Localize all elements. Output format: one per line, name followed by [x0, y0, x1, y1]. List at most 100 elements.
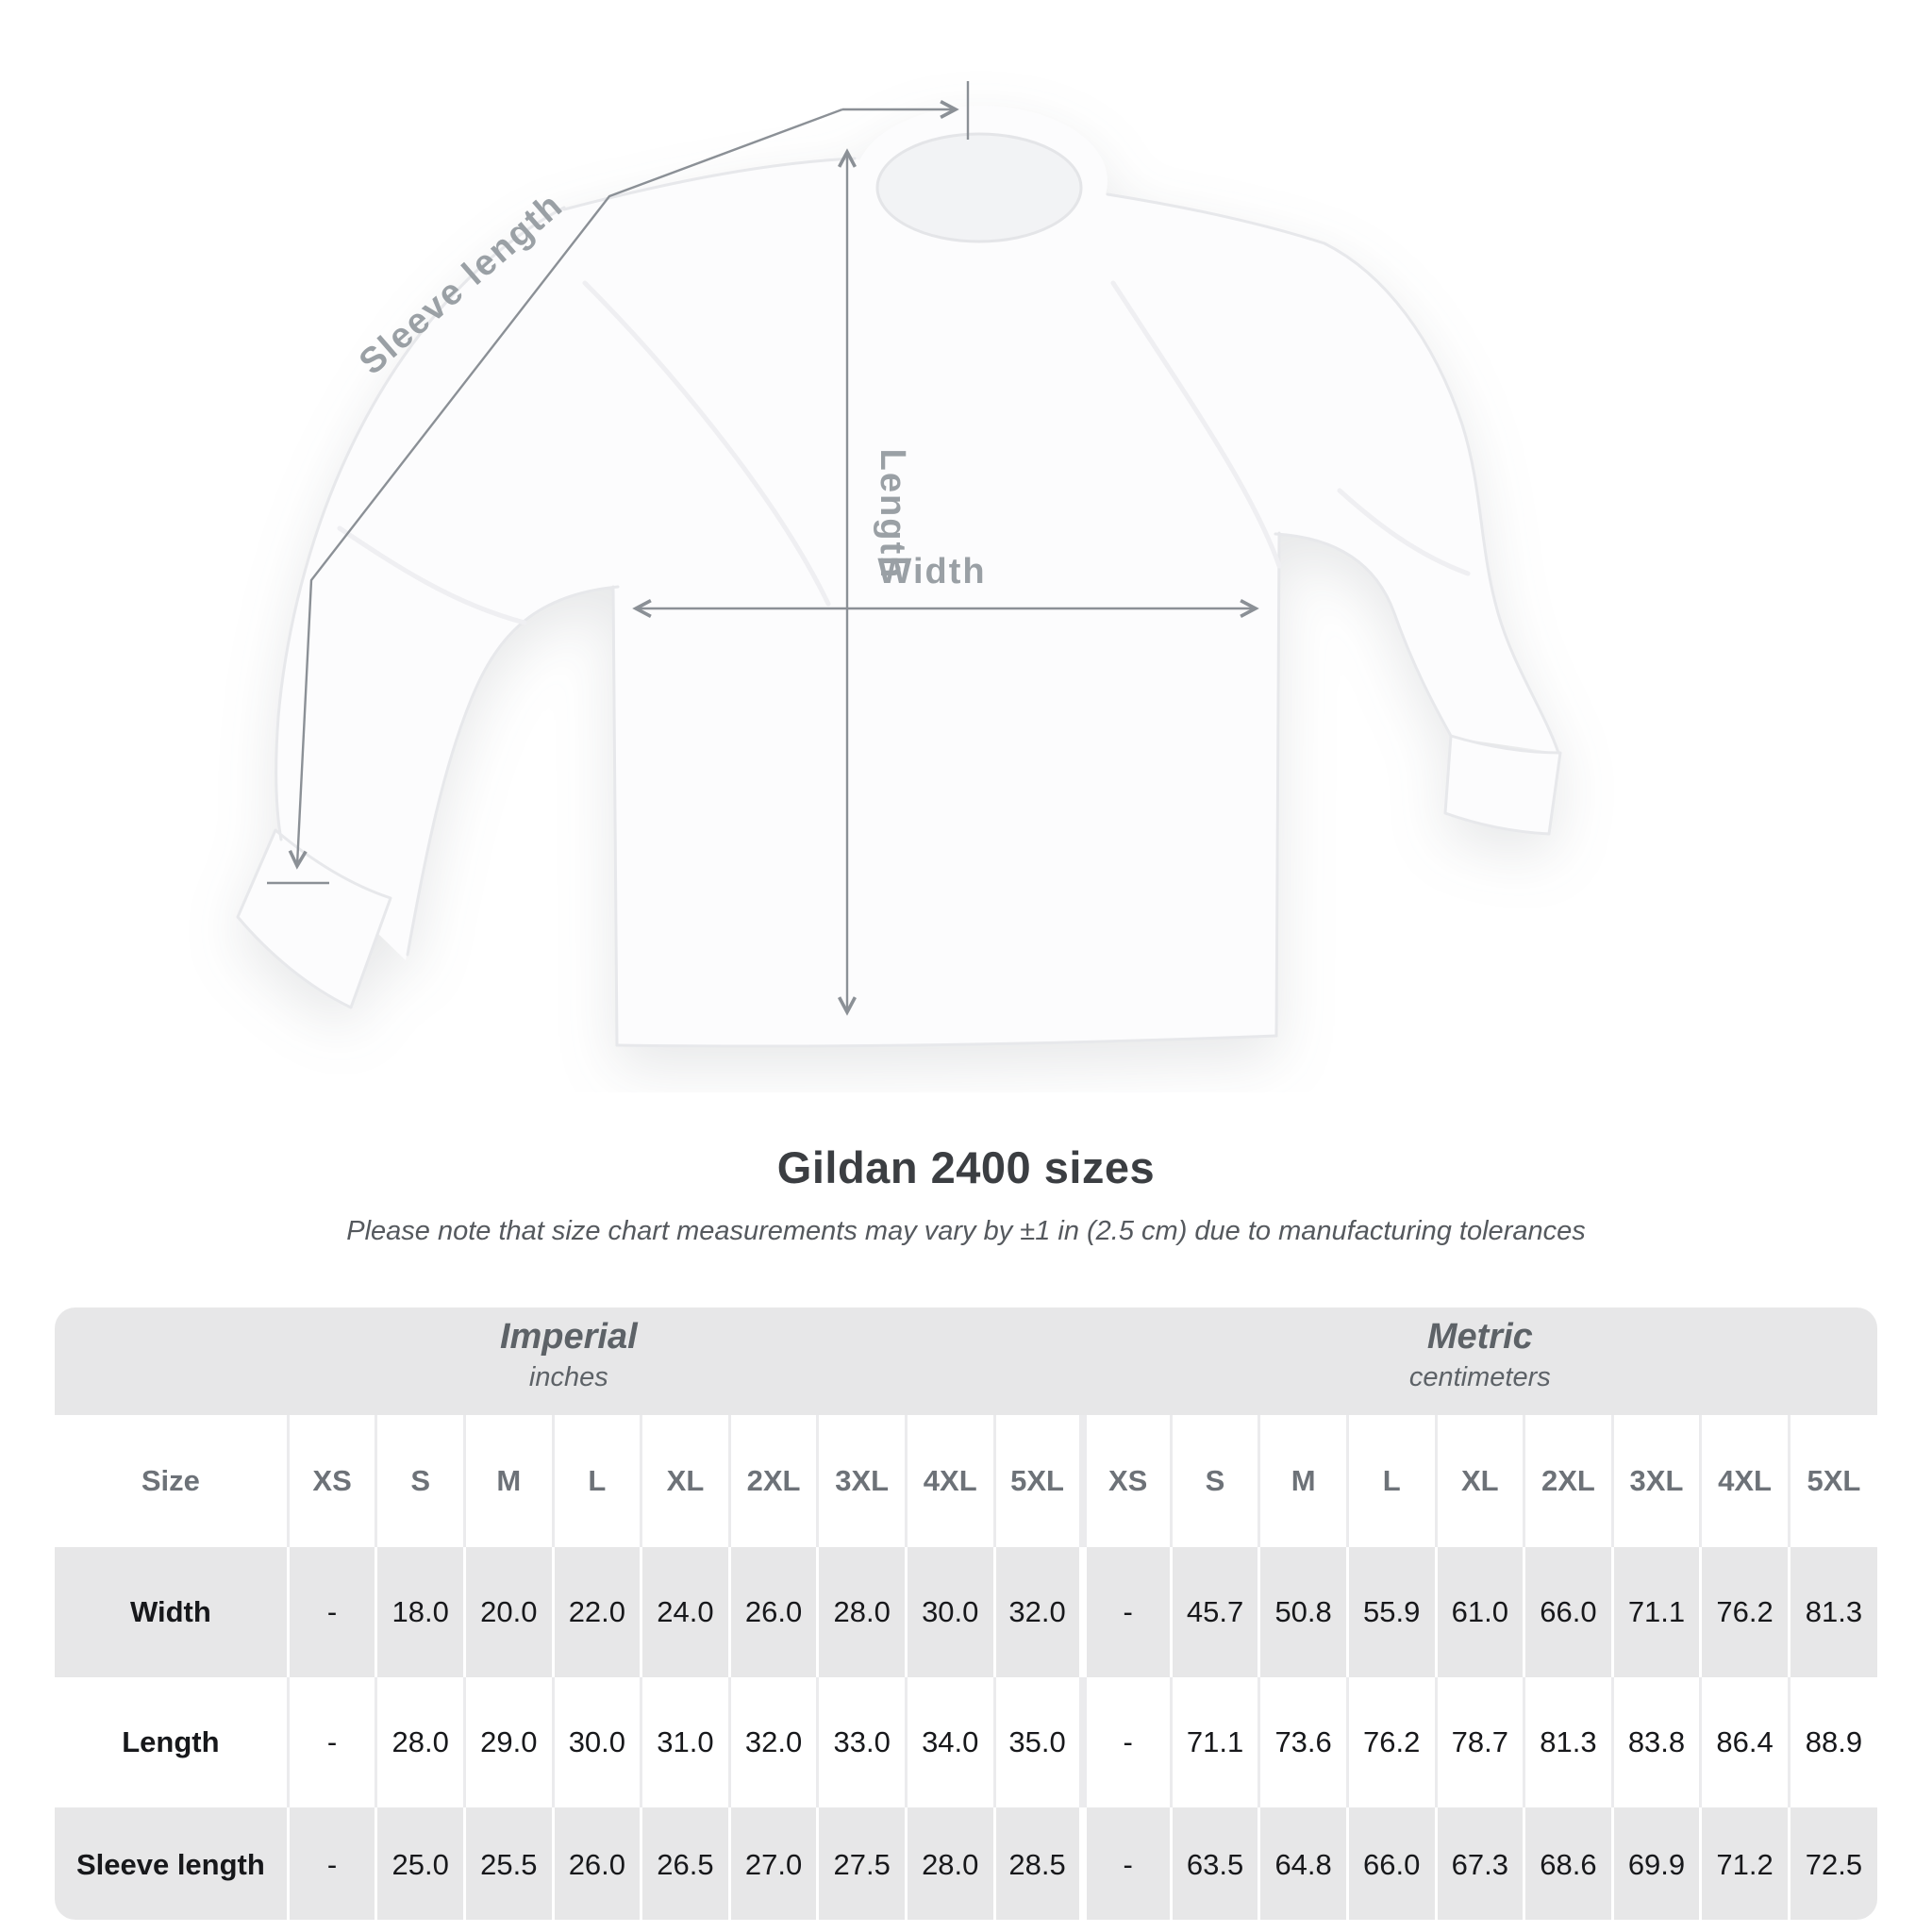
size-value-cell: 64.8	[1257, 1807, 1348, 1920]
size-value-cell: 32.0	[992, 1547, 1083, 1677]
size-value-cell: -	[286, 1677, 376, 1807]
size-value-cell: 76.2	[1699, 1547, 1790, 1677]
tolerance-note: Please note that size chart measurements…	[346, 1216, 1586, 1246]
size-value-cell: -	[1078, 1807, 1172, 1920]
size-value-cell: 81.3	[1787, 1547, 1877, 1677]
row-label: Sleeve length	[75, 1848, 265, 1881]
shirt-body	[564, 158, 1324, 1046]
shirt-left-sleeve	[275, 208, 618, 960]
size-header-cell: S	[375, 1415, 465, 1547]
size-value-cell: 71.2	[1699, 1807, 1790, 1920]
size-value-cell: 66.0	[1523, 1547, 1613, 1677]
size-value-cell: 31.0	[640, 1677, 730, 1807]
size-value-cell: 67.3	[1434, 1807, 1524, 1920]
size-header-cell: M	[462, 1415, 554, 1547]
imperial-header: Imperial inches	[55, 1307, 1083, 1415]
size-values-table: Size XS S M L XL 2XL 3XL 4XL 5XL XS S M L XL 2XL 3XL 4XL…	[55, 1415, 1877, 1920]
size-value-cell: 86.4	[1699, 1677, 1790, 1807]
shirt-collar-inner	[875, 132, 1083, 243]
size-value-cell: 76.2	[1345, 1677, 1436, 1807]
size-header-cell: XL	[640, 1415, 730, 1547]
imperial-unit: inches	[528, 1361, 608, 1392]
size-value-cell: 26.5	[640, 1807, 730, 1920]
table-row: Length -28.0 29.0 30.0 31.0 32.0 33.0 34.0 35.0…	[55, 1677, 1877, 1807]
size-value-cell: 34.0	[904, 1677, 995, 1807]
size-header-cell: 5XL	[1787, 1415, 1877, 1547]
size-value-cell: 20.0	[462, 1547, 554, 1677]
size-value-cell: 66.0	[1345, 1807, 1436, 1920]
size-value-cell: 68.6	[1523, 1807, 1613, 1920]
imperial-label: Imperial	[499, 1317, 638, 1357]
size-value-cell: 50.8	[1257, 1547, 1348, 1677]
size-header-cell: 2XL	[727, 1415, 818, 1547]
page-title: Gildan 2400 sizes	[776, 1142, 1156, 1192]
sleeve-length-line	[288, 108, 843, 870]
size-header-cell: S	[1169, 1415, 1259, 1547]
size-value-cell: 71.1	[1169, 1677, 1259, 1807]
row-label: Length	[122, 1725, 220, 1758]
size-value-cell: 24.0	[640, 1547, 730, 1677]
size-header-cell: 3XL	[816, 1415, 907, 1547]
table-row: Sleeve length -25.0 25.5 26.0 26.5 27.0 27.5 2…	[55, 1807, 1877, 1920]
size-value-cell: 73.6	[1257, 1677, 1348, 1807]
table-row: Width -18.0 20.0 22.0 24.0 26.0 28.0 30.0 32.0-…	[55, 1547, 1877, 1677]
shirt-diagram-svg: Sleeve length Length Width	[236, 81, 1562, 1048]
size-header-row: Size XS S M L XL 2XL 3XL 4XL 5XL XS S M L XL 2XL 3XL 4XL…	[55, 1415, 1877, 1547]
size-value-cell: 26.0	[727, 1547, 818, 1677]
unit-band: Imperial inches Metric centimeters	[55, 1307, 1877, 1415]
size-value-cell: 22.0	[551, 1547, 641, 1677]
shirt-right-sleeve	[1275, 243, 1558, 753]
size-value-cell: 18.0	[375, 1547, 465, 1677]
size-value-cell: 63.5	[1169, 1807, 1259, 1920]
size-value-cell: 55.9	[1345, 1547, 1436, 1677]
size-value-cell: 78.7	[1434, 1677, 1524, 1807]
size-value-cell: 28.0	[816, 1547, 907, 1677]
size-header-cell: 5XL	[992, 1415, 1083, 1547]
size-value-cell: 35.0	[992, 1677, 1083, 1807]
size-value-cell: 33.0	[816, 1677, 907, 1807]
size-value-cell: 28.0	[375, 1677, 465, 1807]
shirt-left-cuff	[236, 828, 392, 1009]
size-value-cell: 71.1	[1610, 1547, 1701, 1677]
length-label: Length	[873, 449, 912, 580]
size-value-cell: 30.0	[904, 1547, 995, 1677]
size-value-cell: 69.9	[1610, 1807, 1701, 1920]
size-value-cell: -	[286, 1807, 376, 1920]
size-header-cell: 4XL	[904, 1415, 995, 1547]
size-header-cell: L	[1345, 1415, 1436, 1547]
size-value-cell: 28.0	[904, 1807, 995, 1920]
size-table: Imperial inches Metric centimeters Size …	[55, 1307, 1877, 1920]
size-value-cell: 25.0	[375, 1807, 465, 1920]
size-value-cell: 45.7	[1169, 1547, 1259, 1677]
size-header-cell: 4XL	[1699, 1415, 1790, 1547]
size-column-header: Size	[141, 1464, 200, 1497]
size-value-cell: 72.5	[1787, 1807, 1877, 1920]
size-value-cell: 28.5	[992, 1807, 1083, 1920]
metric-header: Metric centimeters	[1083, 1307, 1877, 1415]
width-label: Width	[877, 552, 986, 591]
row-label: Width	[129, 1595, 211, 1628]
shirt-measurement-diagram: Sleeve length Length Width	[236, 81, 1562, 1048]
metric-label: Metric	[1426, 1317, 1533, 1357]
size-value-cell: -	[286, 1547, 376, 1677]
size-value-cell: 27.5	[816, 1807, 907, 1920]
size-header-cell: M	[1257, 1415, 1348, 1547]
size-header-cell: 2XL	[1523, 1415, 1613, 1547]
size-header-cell: XS	[286, 1415, 376, 1547]
metric-unit: centimeters	[1408, 1361, 1551, 1392]
dimension-lines	[267, 81, 1259, 1016]
size-value-cell: 88.9	[1787, 1677, 1877, 1807]
size-value-cell: 25.5	[462, 1807, 554, 1920]
size-value-cell: -	[1078, 1547, 1172, 1677]
size-value-cell: 83.8	[1610, 1677, 1701, 1807]
size-value-cell: 26.0	[551, 1807, 641, 1920]
size-header-cell: XL	[1434, 1415, 1524, 1547]
size-header-cell: 3XL	[1610, 1415, 1701, 1547]
size-value-cell: 30.0	[551, 1677, 641, 1807]
shirt-right-cuff	[1443, 734, 1562, 836]
size-value-cell: 81.3	[1523, 1677, 1613, 1807]
size-value-cell: 61.0	[1434, 1547, 1524, 1677]
size-header-cell: L	[551, 1415, 641, 1547]
size-value-cell: 27.0	[727, 1807, 818, 1920]
size-value-cell: 32.0	[727, 1677, 818, 1807]
